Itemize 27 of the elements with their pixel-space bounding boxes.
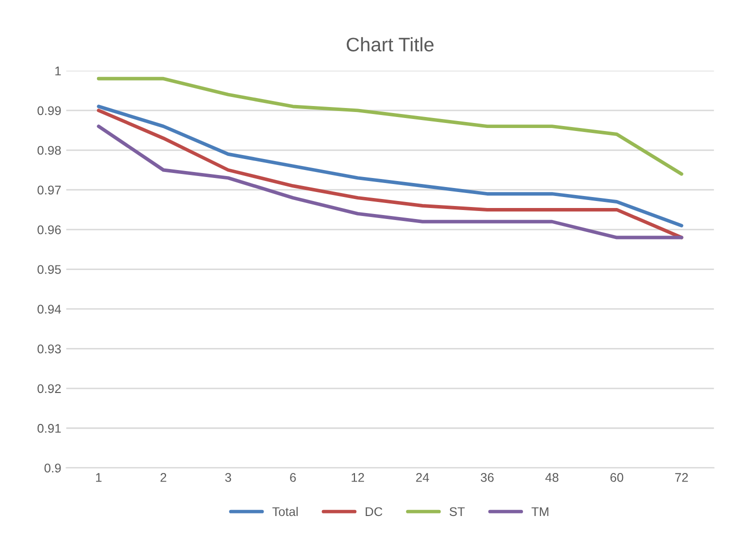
- legend-label: Total: [272, 506, 298, 516]
- y-tick-label: 0.98: [38, 146, 61, 155]
- x-tick-label: 60: [610, 473, 624, 482]
- y-tick-label: 0.96: [38, 225, 61, 234]
- x-tick-label: 72: [675, 473, 688, 482]
- legend-label: TM: [532, 507, 548, 516]
- x-tick-label: 6: [290, 473, 296, 482]
- chart-title: Chart Title: [346, 37, 434, 52]
- y-tick-label: 1: [55, 66, 61, 76]
- legend-label: ST: [450, 507, 465, 516]
- x-tick-label: 3: [225, 473, 232, 482]
- x-tick-label: 48: [545, 473, 558, 482]
- y-tick-label: 0.95: [38, 265, 61, 274]
- y-tick-label: 0.93: [38, 344, 61, 354]
- line-series: [96, 76, 684, 176]
- x-tick-label: 12: [352, 473, 364, 482]
- x-tick-label: 1: [96, 473, 102, 482]
- y-tick-label: 0.97: [38, 186, 61, 195]
- y-tick-label: 0.94: [38, 304, 62, 314]
- x-tick-label: 24: [416, 473, 430, 482]
- y-tick-label: 0.92: [38, 384, 61, 394]
- x-tick-label: 2: [160, 473, 166, 482]
- y-tick-label: 0.99: [38, 106, 61, 116]
- legend-label: DC: [366, 507, 382, 516]
- y-tick-label: 0.9: [44, 464, 61, 472]
- y-tick-label: 0.91: [38, 424, 61, 433]
- x-tick-label: 36: [480, 473, 494, 482]
